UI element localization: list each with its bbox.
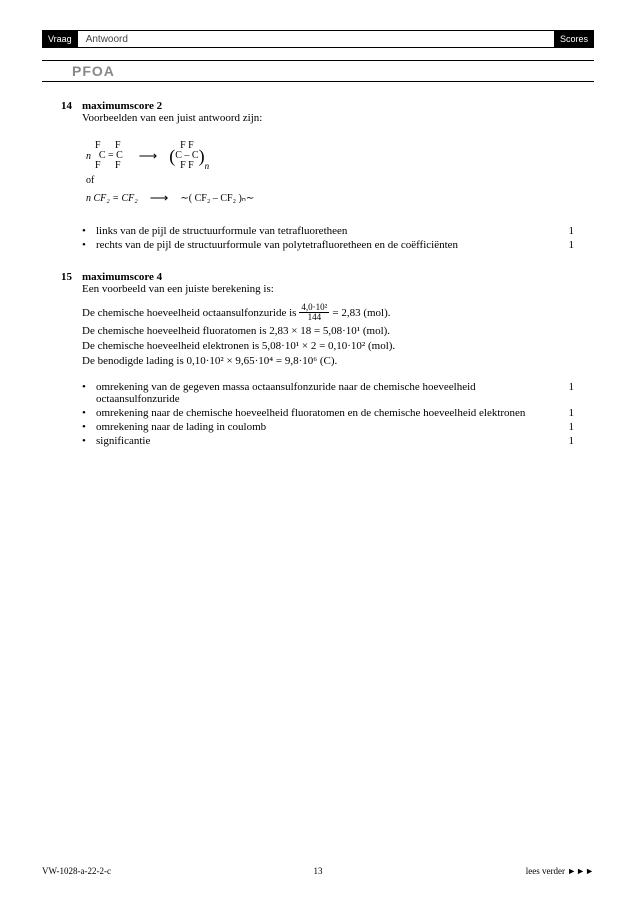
frac-den: 144 xyxy=(306,313,324,322)
rubric-text: links van de pijl de structuurformule va… xyxy=(96,225,554,237)
bullet-icon: • xyxy=(82,225,96,237)
chem-monomer: F F C = C F F xyxy=(95,141,127,171)
rubric-item: • omrekening naar de chemische hoeveelhe… xyxy=(82,407,574,419)
bullet-icon: • xyxy=(82,421,96,433)
question-number: 15 xyxy=(42,271,82,449)
question-body: maximumscore 2 Voorbeelden van een juist… xyxy=(82,100,594,253)
arrow-icon: ⟶ xyxy=(139,148,158,164)
section-title-bar: PFOA xyxy=(42,60,594,82)
rubric-item: • rechts van de pijl de structuurformule… xyxy=(82,239,574,251)
chem-line2-right: ∼( CF₂ – CF₂ )ₙ∼ xyxy=(180,193,254,204)
calc-1a: De chemische hoeveelheid octaansulfonzur… xyxy=(82,307,296,319)
calc-line-4: De benodigde lading is 0,10·10² × 9,65·1… xyxy=(82,355,574,367)
question-number: 14 xyxy=(42,100,82,253)
chem-row-1: n F F C = C F F ⟶ ( F F C – C F F ) n xyxy=(86,141,338,171)
bullet-icon: • xyxy=(82,435,96,447)
fraction: 4,0·10² 144 xyxy=(299,303,329,322)
calc-line-3: De chemische hoeveelheid elektronen is 5… xyxy=(82,340,574,352)
question-subtitle: Voorbeelden van een juist antwoord zijn: xyxy=(82,112,574,124)
chem-f-bot: F F xyxy=(95,161,127,171)
rubric-score: 1 xyxy=(554,381,574,393)
chem-or: of xyxy=(86,175,338,186)
footer-left: VW-1028-a-22-2-c xyxy=(42,866,111,876)
footer-right: lees verder ►►► xyxy=(526,866,594,876)
chem-diagram: n F F C = C F F ⟶ ( F F C – C F F ) n of xyxy=(82,132,342,215)
chem-poly-f-bot: F F xyxy=(175,161,198,171)
header-left-box: Vraag xyxy=(42,31,78,47)
rubric-score: 1 xyxy=(554,407,574,419)
arrow-icon-2: ⟶ xyxy=(150,190,169,206)
rubric-text: omrekening naar de lading in coulomb xyxy=(96,421,554,433)
rubric-item: • omrekening naar de lading in coulomb 1 xyxy=(82,421,574,433)
question-15: 15 maximumscore 4 Een voorbeeld van een … xyxy=(42,271,594,449)
question-subtitle: Een voorbeeld van een juiste berekening … xyxy=(82,283,574,295)
rubric-item: • significantie 1 xyxy=(82,435,574,447)
rubric-score: 1 xyxy=(554,225,574,237)
header-bar: Vraag Antwoord Scores xyxy=(42,30,594,48)
chem-row-2: n CF₂ = CF₂ ⟶ ∼( CF₂ – CF₂ )ₙ∼ xyxy=(86,190,338,206)
rubric-14: • links van de pijl de structuurformule … xyxy=(82,225,574,251)
chem-line2-left: n CF₂ = CF₂ xyxy=(86,193,138,204)
question-title: maximumscore 4 xyxy=(82,271,574,283)
calc-1b: = 2,83 (mol). xyxy=(332,307,390,319)
question-14: 14 maximumscore 2 Voorbeelden van een ju… xyxy=(42,100,594,253)
rubric-15: • omrekening van de gegeven massa octaan… xyxy=(82,381,574,447)
rubric-text: rechts van de pijl de structuurformule v… xyxy=(96,239,554,251)
rubric-score: 1 xyxy=(554,421,574,433)
rubric-text: omrekening van de gegeven massa octaansu… xyxy=(96,381,554,405)
rubric-score: 1 xyxy=(554,435,574,447)
header-right-box: Scores xyxy=(554,31,594,47)
bullet-icon: • xyxy=(82,381,96,393)
question-body: maximumscore 4 Een voorbeeld van een jui… xyxy=(82,271,594,449)
rubric-score: 1 xyxy=(554,239,574,251)
chem-coef-n: n xyxy=(86,151,91,162)
header-label: Antwoord xyxy=(78,31,554,47)
calc-line-1: De chemische hoeveelheid octaansulfonzur… xyxy=(82,303,574,322)
rubric-text: significantie xyxy=(96,435,554,447)
rubric-text: omrekening naar de chemische hoeveelheid… xyxy=(96,407,554,419)
footer-page-number: 13 xyxy=(314,866,323,876)
page-footer: VW-1028-a-22-2-c 13 lees verder ►►► xyxy=(42,866,594,876)
section-title: PFOA xyxy=(72,63,115,79)
chem-polymer: F F C – C F F xyxy=(175,141,198,171)
rubric-item: • links van de pijl de structuurformule … xyxy=(82,225,574,237)
bullet-icon: • xyxy=(82,239,96,251)
rubric-item: • omrekening van de gegeven massa octaan… xyxy=(82,381,574,405)
calc-line-2: De chemische hoeveelheid fluoratomen is … xyxy=(82,325,574,337)
bullet-icon: • xyxy=(82,407,96,419)
question-title: maximumscore 2 xyxy=(82,100,574,112)
chem-poly-n: n xyxy=(205,161,210,171)
